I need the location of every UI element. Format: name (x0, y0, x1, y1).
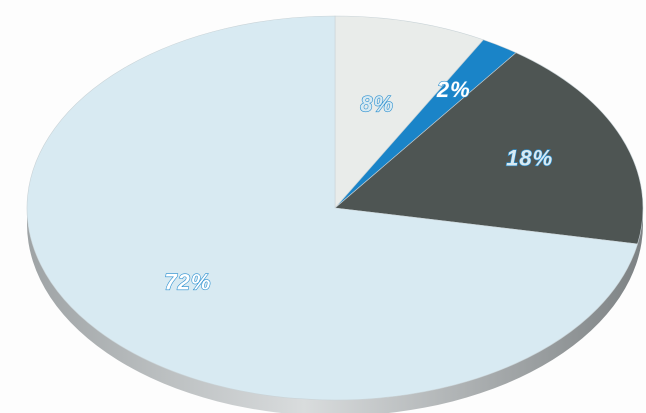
pie-slice-3 (334, 52, 644, 245)
pie-labels: 8% 2% 18% 72% (164, 77, 553, 296)
pie-slice-label-4: 72% (164, 270, 211, 295)
pie-slice-1 (334, 15, 484, 209)
pie-slice-4 (26, 15, 638, 401)
pie-slices (26, 15, 644, 401)
pie-slice-label-2: 2% (436, 77, 471, 102)
pie-slice-label-1: 8% (360, 92, 394, 117)
pie-slice-label-3: 18% (506, 146, 553, 171)
